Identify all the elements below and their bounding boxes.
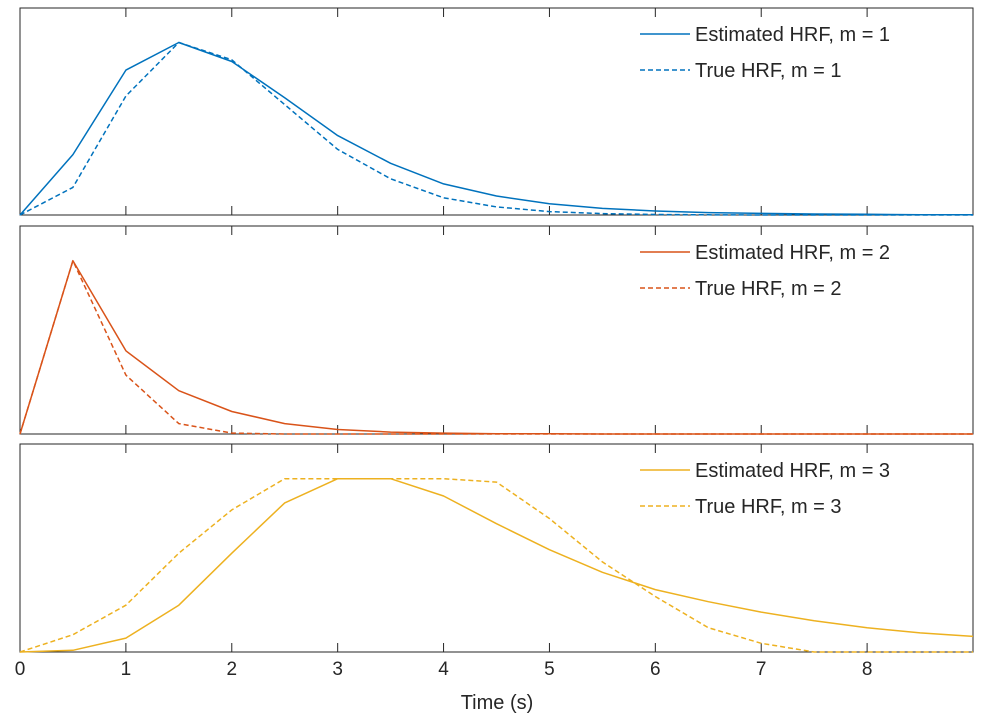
- legend-3-2-label: True HRF, m = 3: [695, 496, 842, 518]
- panel-1: Estimated HRF, m = 1 True HRF, m = 1: [19, 7, 974, 216]
- panel-3: Estimated HRF, m = 3 True HRF, m = 3: [19, 443, 974, 653]
- panel-2-series-2-line: [19, 259, 973, 435]
- panel-3-series-2-line: [19, 477, 973, 653]
- x-tick-label: 1: [121, 659, 132, 680]
- legend-2-1-label: Estimated HRF, m = 2: [695, 242, 890, 264]
- x-tick-label: 4: [438, 659, 449, 680]
- panel-2-legend: Estimated HRF, m = 2 True HRF, m = 2: [640, 242, 890, 300]
- x-axis-title: Time (s): [461, 692, 534, 714]
- x-tick-label: 8: [862, 659, 873, 680]
- panel-2: Estimated HRF, m = 2 True HRF, m = 2: [19, 225, 974, 435]
- x-tick-label: 3: [332, 659, 343, 680]
- panel-3-legend: Estimated HRF, m = 3 True HRF, m = 3: [640, 460, 890, 518]
- panel-1-legend: Estimated HRF, m = 1 True HRF, m = 1: [640, 24, 890, 82]
- x-tick-label: 5: [544, 659, 555, 680]
- x-tick-label: 0: [15, 659, 26, 680]
- legend-3-1-label: Estimated HRF, m = 3: [695, 460, 890, 482]
- legend-1-2-label: True HRF, m = 1: [695, 60, 842, 82]
- panel-3-series-1-line: [19, 477, 974, 653]
- x-tick-label: 7: [756, 659, 767, 680]
- x-tick-labels: 0 1 2 3 4 5 6 7 8: [15, 659, 873, 680]
- legend-2-2-label: True HRF, m = 2: [695, 278, 842, 300]
- panel-3-frame: [19, 443, 974, 653]
- panel-1-series-2-line: [19, 41, 973, 216]
- x-tick-label: 6: [650, 659, 661, 680]
- legend-1-1-label: Estimated HRF, m = 1: [695, 24, 890, 46]
- panel-2-frame: [19, 225, 974, 435]
- x-tick-label: 2: [226, 659, 237, 680]
